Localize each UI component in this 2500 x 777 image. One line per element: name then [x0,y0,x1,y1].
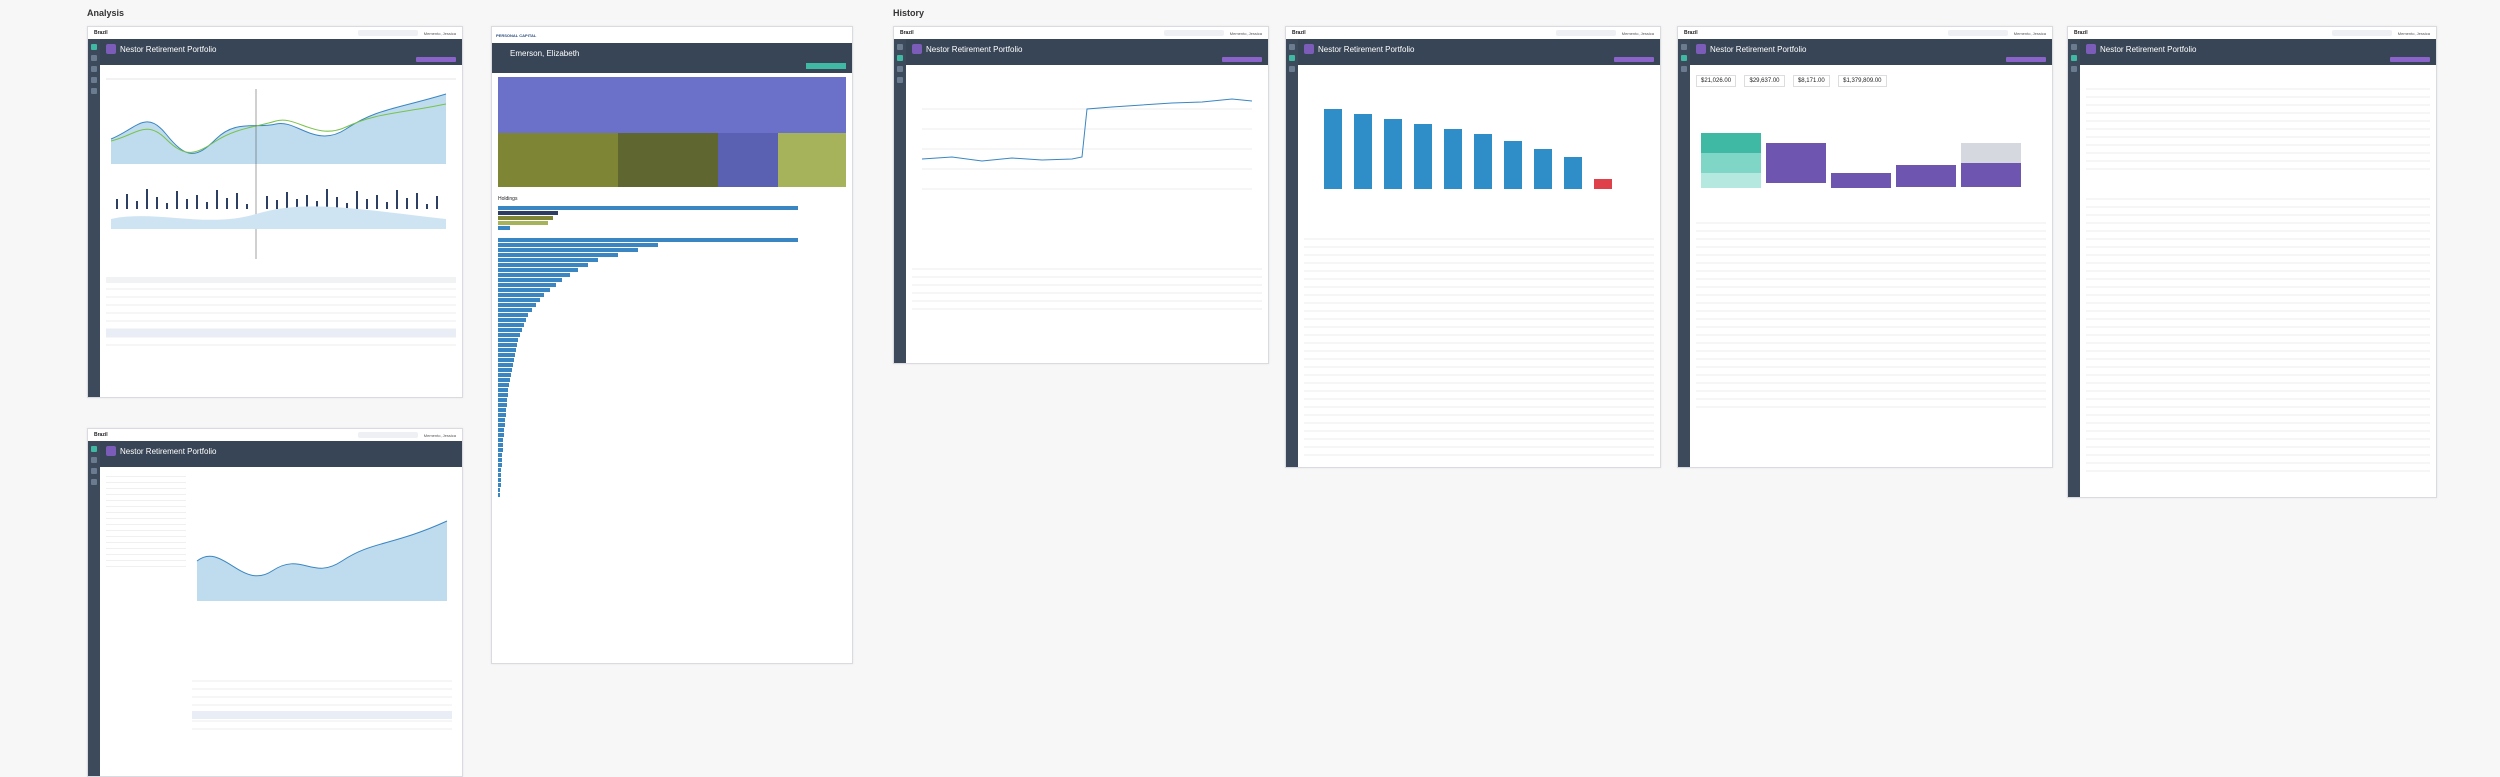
portfolio-header: Nestor Retirement Portfolio [100,441,462,467]
history-frame-3: Brazil Memento, Jessica Nestor Retirement… [1677,26,2053,468]
client-header: Emerson, Elizabeth [492,43,852,73]
history-frame-2: Brazil Memento, Jessica Nestor Retirement… [1285,26,1661,468]
page-title: Nestor Retirement Portfolio [1318,45,1415,54]
brand: Brazil [900,30,914,36]
holdings-bars [498,206,846,497]
area-chart [192,520,452,730]
account-list [106,471,186,772]
nav-icon[interactable] [91,88,97,94]
summary-card[interactable]: $21,026.00 [1696,75,1737,87]
page-title: Nestor Retirement Portfolio [120,45,217,54]
transactions-table [2086,88,2430,472]
user-name[interactable]: Memento, Jessica [2397,30,2430,36]
summary-cards: $21,026.00 $29,637.00 $8,171.00 $1,379,8… [1696,69,2046,87]
summary-card[interactable]: $8,171.00 [1792,75,1830,87]
brand: Brazil [94,432,108,438]
search-input[interactable] [357,30,418,36]
action-button[interactable] [416,57,456,62]
nav-icon[interactable] [91,55,97,61]
history-line-chart [912,98,1262,310]
analysis-frame-1: Brazil Memento, Jessica Nestor Retirement… [87,26,463,398]
client-name: Emerson, Elizabeth [510,49,580,58]
history-frame-1: Brazil Memento, Jessica Nestor Retirement… [893,26,1269,364]
user-name[interactable]: Memento, Jessica [1621,30,1654,36]
summary-card[interactable]: $1,379,809.00 [1838,75,1887,87]
holdings-heading: Holdings [498,196,518,202]
bar-chart [1304,109,1654,456]
search-input[interactable] [357,432,418,438]
performance-chart [106,69,456,346]
brand-logo: PERSONAL CAPITAL [496,32,537,38]
history-frame-4: Brazil Memento, Jessica Nestor Retirement… [2067,26,2437,498]
nav-icon[interactable] [91,44,97,50]
brand: Brazil [1292,30,1306,36]
brand-bar: PERSONAL CAPITAL [492,27,852,43]
section-title-analysis: Analysis [87,8,125,18]
portfolio-header: Nestor Retirement Portfolio [100,39,462,65]
holdings-frame: PERSONAL CAPITAL Emerson, Elizabeth Hold… [491,26,853,664]
user-name[interactable]: Memento, Jessica [423,432,456,438]
brand: Brazil [2074,30,2088,36]
page-title: Nestor Retirement Portfolio [120,447,217,456]
user-name[interactable]: Memento, Jessica [1229,30,1262,36]
action-button[interactable] [806,63,846,69]
page-title: Nestor Retirement Portfolio [926,45,1023,54]
page-title: Nestor Retirement Portfolio [1710,45,1807,54]
nav-icon[interactable] [91,77,97,83]
user-name[interactable]: Memento, Jessica [423,30,456,36]
user-name[interactable]: Memento, Jessica [2013,30,2046,36]
side-nav [88,39,100,397]
nav-icon[interactable] [91,66,97,72]
brand: Brazil [1684,30,1698,36]
page-title: Nestor Retirement Portfolio [2100,45,2197,54]
analysis-frame-2: Brazil Memento, Jessica Nestor Retirement… [87,428,463,777]
section-title-history: History [893,8,925,18]
summary-card[interactable]: $29,637.00 [1744,75,1785,87]
stacked-bars [1696,133,2046,408]
treemap [498,77,846,187]
portfolio-icon [106,44,116,54]
brand: Brazil [94,30,108,36]
